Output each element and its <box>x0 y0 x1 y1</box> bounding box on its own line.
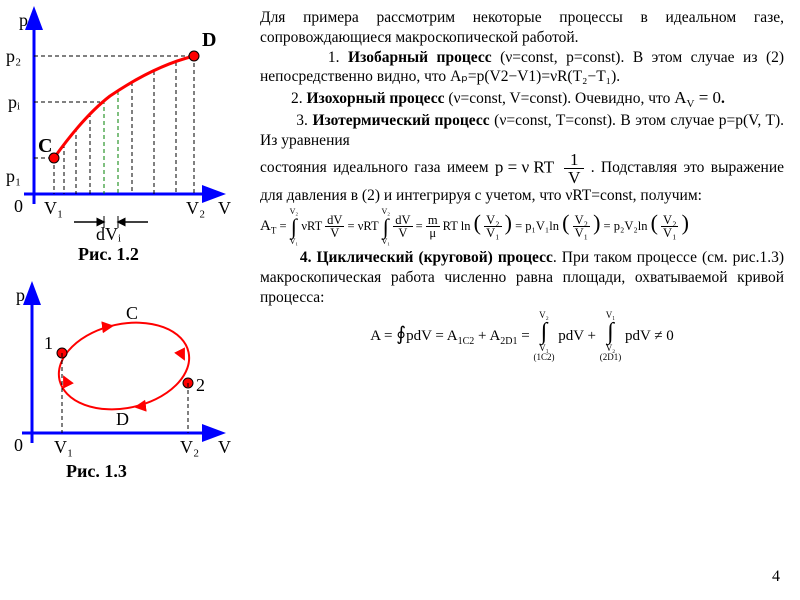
axis-p-label: p <box>19 10 28 30</box>
C-label-2: C <box>126 303 138 323</box>
pt2-label: 2 <box>196 375 205 395</box>
isotherm-paragraph-b: состояния идеального газа имеем p = ν RT… <box>260 151 784 206</box>
isobaric-bold: Изобарный процесс <box>348 49 492 66</box>
pi-label: pᵢ <box>8 92 20 112</box>
p2-label: p₂ <box>6 46 21 66</box>
Ap-formula: Aₚ=p(V2−V1)=νR(T₂−T₁). <box>450 68 620 85</box>
isotherm-bold: Изотермический процесс <box>312 112 489 129</box>
isochoric-paragraph: 2. Изохорный процесс (ν=const, V=const).… <box>260 87 784 111</box>
figure-1-2: p p₂ pᵢ p₁ 0 V₁ V₂ V dVᵢ C D Рис. 1.2 <box>4 6 244 266</box>
V2-label: V₂ <box>186 198 205 218</box>
cycle-formula: A = ∮pdV = A1C2 + A2D1 = V₂ ∫ V₁ (1C2) p… <box>260 311 784 362</box>
V-label: V <box>218 198 231 218</box>
D-label-2: D <box>116 409 129 429</box>
V1-label-2: V₁ <box>54 437 73 457</box>
isobaric-paragraph: 1. Изобарный процесс (ν=const, p=const).… <box>260 48 784 88</box>
V1-label: V₁ <box>44 198 63 218</box>
figure-1-3: p 0 V₁ V₂ V 1 2 C D Рис. 1.3 <box>4 281 244 491</box>
zero-label: 0 <box>14 196 23 216</box>
cyclic-bold: Циклический (круговой) процесс <box>316 249 552 266</box>
isotherm-paragraph-a: 3. Изотермический процесс (ν=const, T=co… <box>260 111 784 151</box>
intro-paragraph: Для примера рассмотрим некоторые процесс… <box>260 8 784 48</box>
fig1-caption: Рис. 1.2 <box>78 244 139 264</box>
isochoric-bold: Изохорный процесс <box>307 90 445 107</box>
AT-formula: AT = V₂ ∫ V₁ νRT dV V = νRT V₂ ∫ V₁ dV V <box>260 208 784 246</box>
cyclic-paragraph: 4. Циклический (круговой) процесс. При т… <box>260 248 784 307</box>
axis-p-label-2: p <box>16 285 25 305</box>
V2-label-2: V₂ <box>180 437 199 457</box>
zero-label-2: 0 <box>14 435 23 455</box>
pt1-label: 1 <box>44 333 53 353</box>
V-label-2: V <box>218 437 231 457</box>
p1-label: p₁ <box>6 166 21 186</box>
C-label: C <box>38 135 52 157</box>
D-label: D <box>202 29 216 51</box>
dVi-label: dVᵢ <box>96 224 121 244</box>
page-number: 4 <box>772 568 780 586</box>
fig2-caption: Рис. 1.3 <box>66 461 127 481</box>
